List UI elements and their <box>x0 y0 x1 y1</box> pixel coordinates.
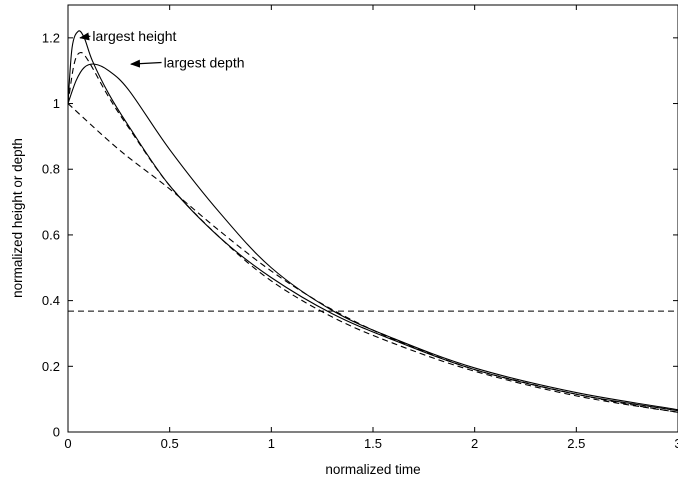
y-tick-label: 0.4 <box>42 293 60 308</box>
x-tick-label: 0 <box>64 436 71 451</box>
x-tick-label: 0.5 <box>161 436 179 451</box>
annotation-layer: largest height largest depth <box>79 28 245 70</box>
annotation-arrow-2 <box>130 59 162 68</box>
y-tick-label: 1.2 <box>42 30 60 45</box>
annotation-label-2: largest depth <box>164 54 245 70</box>
series-line-4 <box>67 103 678 413</box>
y-tick-label: 0 <box>53 425 60 440</box>
x-tick-label: 2.5 <box>567 436 585 451</box>
plot-area <box>67 4 678 433</box>
x-tick-label: 2 <box>471 436 478 451</box>
tick-layer: 0 0.5 1 1.5 2 2.5 3 0 0.2 0.4 0.6 0.8 1 1.2 <box>42 5 678 451</box>
annotation-label-1: largest height <box>92 28 176 44</box>
y-axis-label: normalized height or depth <box>10 138 25 298</box>
series-line-3 <box>67 63 678 411</box>
x-tick-label: 3 <box>674 436 678 451</box>
x-tick-label: 1.5 <box>364 436 382 451</box>
y-tick-label: 1 <box>53 96 60 111</box>
y-tick-label: 0.2 <box>42 359 60 374</box>
y-tick-label: 0.8 <box>42 162 60 177</box>
x-axis-label: normalized time <box>325 462 420 477</box>
series-line-2 <box>67 51 678 413</box>
x-tick-label: 1 <box>268 436 275 451</box>
y-tick-label: 0.6 <box>42 227 60 242</box>
annotation-arrow-1 <box>79 32 91 41</box>
